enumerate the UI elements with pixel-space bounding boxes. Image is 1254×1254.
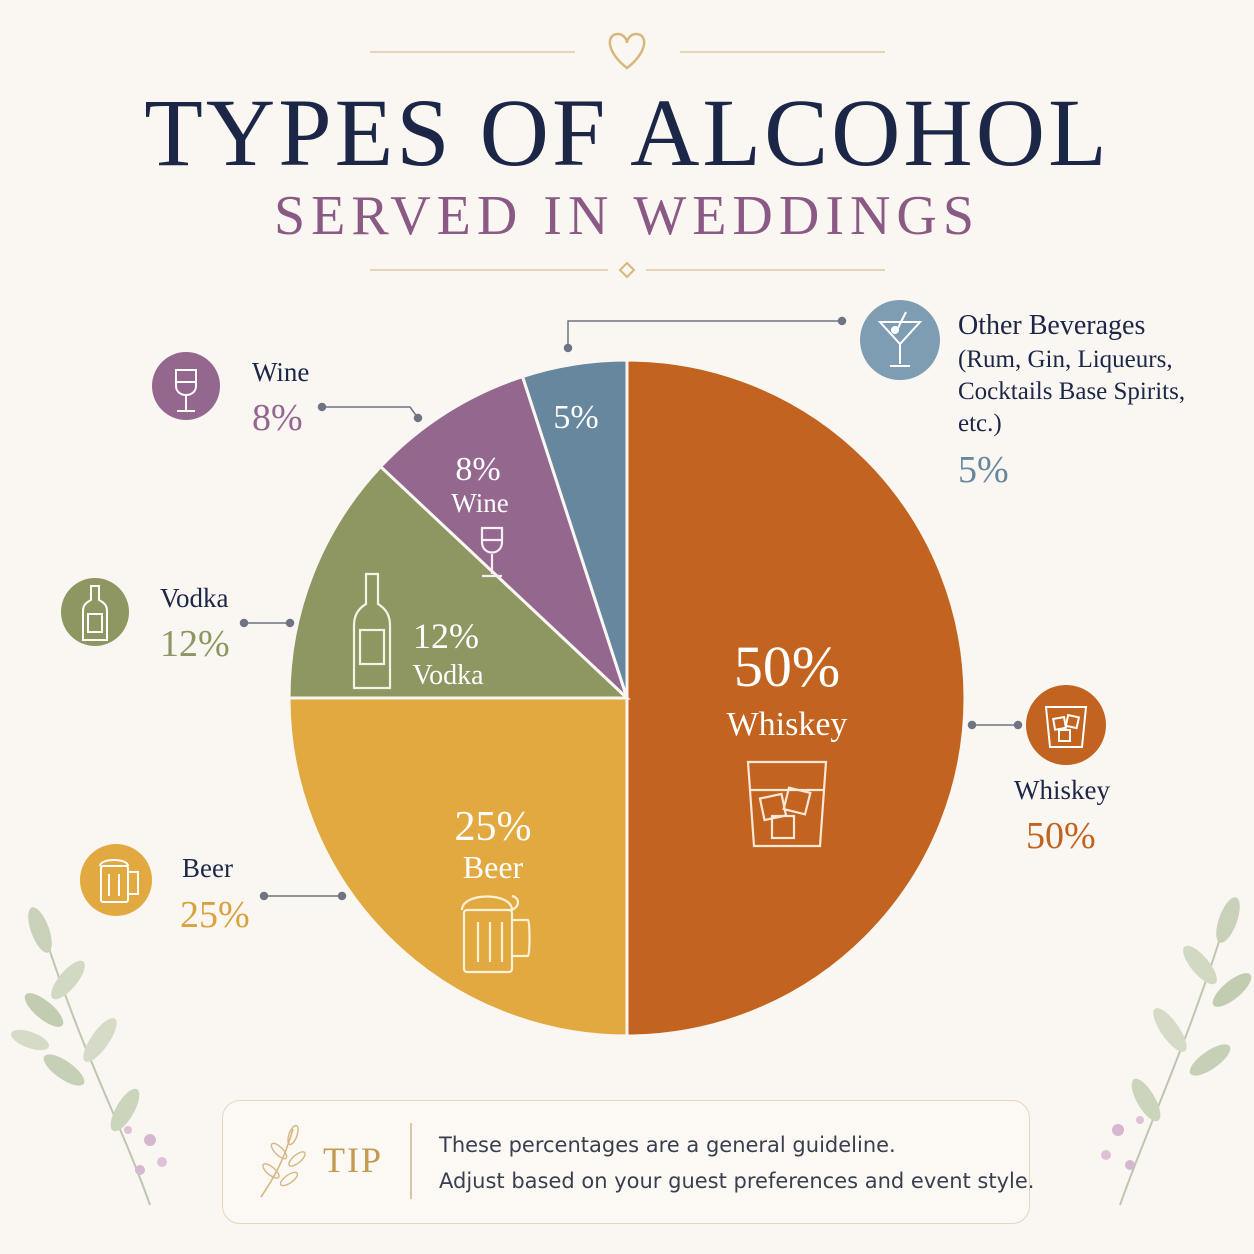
callout-vodka-pct: 12% [160,623,230,665]
beer-mug-icon [99,859,139,903]
slice-label-beer-name: Beer [463,849,524,885]
callout-other-name: Other Beverages [958,310,1146,341]
callout-circle-wine [152,352,220,420]
callout-other-detail-3: etc.) [958,410,1002,437]
slice-label-whiskey-pct: 50% [734,634,840,699]
heart-icon [608,32,646,70]
whiskey-glass-icon [1044,706,1088,748]
connector-other [567,320,842,348]
slice-label-vodka-pct: 12% [413,616,479,656]
diamond-icon [618,261,636,279]
slice-label-beer-pct: 25% [455,804,532,850]
tip-line-1: These percentages are a general guidelin… [439,1133,896,1157]
pie-slice-beer [287,696,629,1038]
tip-box: TIP These percentages are a general guid… [222,1100,1034,1224]
callout-whiskey-pct: 50% [1026,815,1096,857]
whiskey-slice-icon [746,760,828,848]
callout-other-detail-1: (Rum, Gin, Liqueurs, [958,346,1173,373]
tip-label: TIP [323,1140,383,1180]
cocktail-glass-icon [877,311,923,367]
pie-slice-labels: 50% Whiskey 25% Beer 12% Vodka 8% Wine 5… [412,399,847,885]
tip-divider [410,1123,412,1199]
pie-slice-whiskey [625,358,967,1038]
callout-circle-other [860,300,940,380]
pie-slice-vodka [287,464,631,700]
callout-wine-pct: 8% [252,397,303,439]
wine-slice-icon [480,526,504,578]
connector-wine [322,406,419,419]
page-subtitle: SERVED IN WEDDINGS [273,185,980,247]
leaf-sprig-icon [260,1124,306,1198]
slice-label-wine-name: Wine [451,488,508,518]
callout-whiskey-name: Whiskey [1014,775,1110,805]
slice-label-wine-pct: 8% [455,451,500,488]
foliage-left [11,907,167,1206]
callout-vodka-name: Vodka [160,583,229,613]
vodka-bottle-icon [82,585,108,641]
pie-slice-icons [352,526,828,974]
wine-glass-icon [175,369,197,412]
connectors [239,316,1023,901]
vodka-slice-icon [352,572,392,690]
pie-slice-wine [378,374,629,700]
slice-label-vodka-name: Vodka [412,660,484,691]
callout-wine-name: Wine [252,357,310,387]
page-title: TYPES OF ALCOHOL [144,79,1110,186]
callout-circle-vodka [61,578,129,646]
callout-other-detail-2: Cocktails Base Spirits, [958,378,1186,405]
tip-line-2: Adjust based on your guest preferences a… [439,1169,1035,1193]
pie-chart [287,358,967,1038]
foliage-right [1101,897,1252,1206]
callout-other-pct: 5% [958,449,1009,491]
callout-beer-name: Beer [182,853,233,883]
pie-slice-other-beverages [520,358,629,699]
callout-beer-pct: 25% [180,894,250,936]
slice-label-other-pct: 5% [553,399,598,436]
slice-label-whiskey-name: Whiskey [727,706,848,743]
callout-circle-beer [80,844,152,916]
beer-slice-icon [460,894,531,974]
